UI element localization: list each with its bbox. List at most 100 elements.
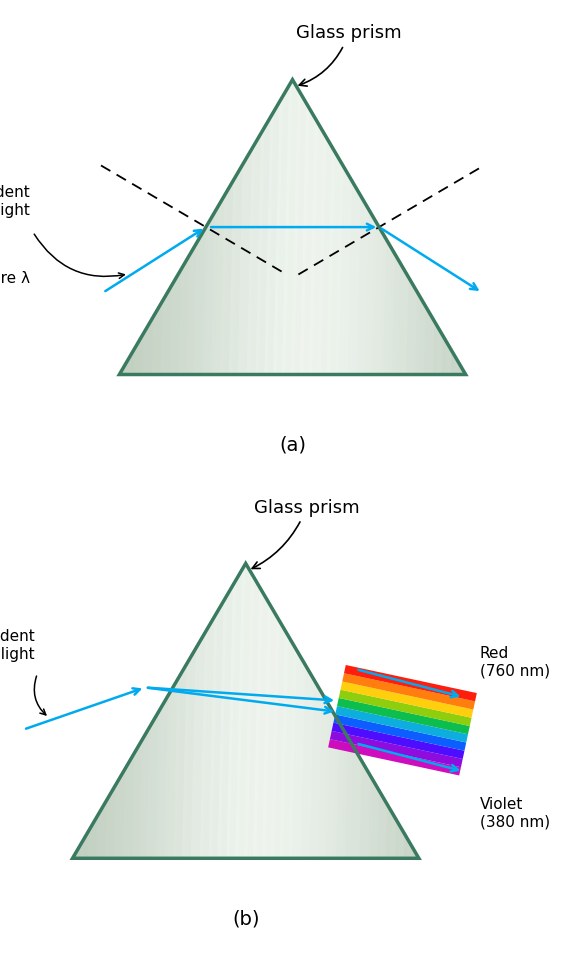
Polygon shape xyxy=(442,80,461,374)
Polygon shape xyxy=(344,80,363,374)
Polygon shape xyxy=(460,80,479,374)
Polygon shape xyxy=(273,80,292,374)
Polygon shape xyxy=(288,564,308,858)
Polygon shape xyxy=(149,80,168,374)
Text: (a): (a) xyxy=(279,435,306,454)
Polygon shape xyxy=(93,564,112,858)
Polygon shape xyxy=(297,564,316,858)
Polygon shape xyxy=(246,80,266,374)
Polygon shape xyxy=(280,564,299,858)
Polygon shape xyxy=(155,564,174,858)
Polygon shape xyxy=(342,564,361,858)
Polygon shape xyxy=(306,564,325,858)
Polygon shape xyxy=(256,80,274,374)
Text: Incident
light: Incident light xyxy=(0,184,30,218)
Polygon shape xyxy=(137,564,157,858)
Polygon shape xyxy=(229,80,248,374)
Polygon shape xyxy=(350,564,370,858)
Polygon shape xyxy=(315,564,334,858)
Polygon shape xyxy=(413,564,432,858)
Polygon shape xyxy=(333,564,352,858)
Polygon shape xyxy=(119,80,466,374)
Polygon shape xyxy=(253,564,272,858)
Polygon shape xyxy=(131,80,150,374)
Polygon shape xyxy=(300,80,319,374)
Polygon shape xyxy=(244,564,263,858)
Polygon shape xyxy=(146,564,166,858)
Polygon shape xyxy=(262,564,281,858)
Polygon shape xyxy=(220,80,239,374)
Polygon shape xyxy=(360,564,378,858)
Polygon shape xyxy=(309,80,328,374)
Polygon shape xyxy=(129,564,148,858)
Polygon shape xyxy=(282,80,301,374)
Polygon shape xyxy=(158,80,177,374)
Polygon shape xyxy=(184,80,204,374)
Polygon shape xyxy=(340,682,473,718)
Polygon shape xyxy=(209,564,228,858)
Polygon shape xyxy=(362,80,381,374)
Polygon shape xyxy=(84,564,104,858)
Polygon shape xyxy=(291,80,310,374)
Text: Incident
white light: Incident white light xyxy=(0,629,35,662)
Polygon shape xyxy=(113,80,132,374)
Polygon shape xyxy=(191,564,210,858)
Polygon shape xyxy=(328,739,461,775)
Polygon shape xyxy=(211,80,230,374)
Polygon shape xyxy=(164,564,183,858)
Polygon shape xyxy=(199,564,219,858)
Polygon shape xyxy=(333,715,466,751)
Polygon shape xyxy=(324,564,343,858)
Polygon shape xyxy=(339,689,472,726)
Polygon shape xyxy=(202,80,221,374)
Polygon shape xyxy=(397,80,417,374)
Text: Red
(760 nm): Red (760 nm) xyxy=(480,645,550,679)
Polygon shape xyxy=(111,564,130,858)
Text: Glass prism: Glass prism xyxy=(252,498,359,568)
Text: (b): (b) xyxy=(232,910,260,928)
Polygon shape xyxy=(120,564,139,858)
Polygon shape xyxy=(326,80,346,374)
Polygon shape xyxy=(377,564,397,858)
Polygon shape xyxy=(335,706,468,743)
Polygon shape xyxy=(264,80,283,374)
Polygon shape xyxy=(337,698,470,734)
Polygon shape xyxy=(173,564,192,858)
Polygon shape xyxy=(344,665,477,701)
Polygon shape xyxy=(140,80,159,374)
Text: Violet
(380 nm): Violet (380 nm) xyxy=(480,797,550,830)
Polygon shape xyxy=(404,564,423,858)
Polygon shape xyxy=(167,80,185,374)
Polygon shape xyxy=(388,80,408,374)
Polygon shape xyxy=(102,564,121,858)
Polygon shape xyxy=(386,564,405,858)
Polygon shape xyxy=(182,564,201,858)
Polygon shape xyxy=(73,564,419,858)
Polygon shape xyxy=(226,564,246,858)
Polygon shape xyxy=(176,80,195,374)
Polygon shape xyxy=(353,80,372,374)
Text: Pure λ: Pure λ xyxy=(0,271,30,286)
Polygon shape xyxy=(450,80,470,374)
Polygon shape xyxy=(330,731,463,767)
Polygon shape xyxy=(235,564,254,858)
Polygon shape xyxy=(342,673,475,710)
Polygon shape xyxy=(395,564,414,858)
Text: Glass prism: Glass prism xyxy=(296,24,401,86)
Polygon shape xyxy=(407,80,425,374)
Polygon shape xyxy=(424,80,443,374)
Polygon shape xyxy=(318,80,336,374)
Polygon shape xyxy=(218,564,236,858)
Polygon shape xyxy=(238,80,257,374)
Polygon shape xyxy=(67,564,85,858)
Polygon shape xyxy=(371,80,390,374)
Polygon shape xyxy=(433,80,452,374)
Polygon shape xyxy=(332,722,464,759)
Polygon shape xyxy=(122,80,142,374)
Polygon shape xyxy=(380,80,399,374)
Polygon shape xyxy=(335,80,355,374)
Polygon shape xyxy=(369,564,387,858)
Polygon shape xyxy=(415,80,434,374)
Polygon shape xyxy=(193,80,212,374)
Polygon shape xyxy=(271,564,290,858)
